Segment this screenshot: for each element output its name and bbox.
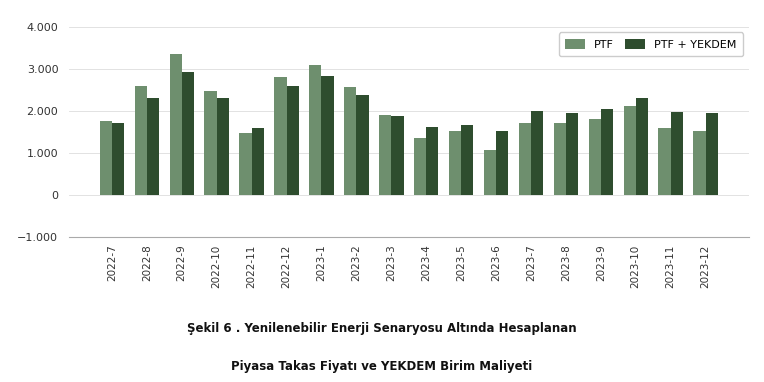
Bar <box>99 121 112 195</box>
Bar <box>182 72 194 195</box>
Bar <box>356 95 368 195</box>
Bar <box>496 131 508 195</box>
Legend: PTF, PTF + YEKDEM: PTF, PTF + YEKDEM <box>558 32 743 57</box>
Bar <box>274 77 286 195</box>
Text: Şekil 6 . Yenilenebilir Enerji Senaryosu Altında Hesaplanan: Şekil 6 . Yenilenebilir Enerji Senaryosu… <box>187 322 577 335</box>
Bar <box>309 65 322 195</box>
Bar <box>134 86 147 195</box>
Bar <box>566 113 578 195</box>
Bar <box>147 98 159 195</box>
Bar <box>205 91 217 195</box>
Bar <box>112 123 124 195</box>
Bar <box>659 128 671 195</box>
Bar <box>636 98 648 195</box>
Bar <box>554 123 566 195</box>
Bar <box>694 131 706 195</box>
Bar <box>239 133 251 195</box>
Bar <box>601 108 613 195</box>
Bar <box>588 119 601 195</box>
Bar <box>461 125 474 195</box>
Bar <box>170 54 182 195</box>
Bar <box>671 112 683 195</box>
Bar <box>322 76 334 195</box>
Bar <box>217 98 229 195</box>
Bar <box>391 116 403 195</box>
Bar <box>379 115 391 195</box>
Bar <box>449 131 461 195</box>
Bar <box>623 106 636 195</box>
Bar <box>519 123 531 195</box>
Bar <box>426 127 439 195</box>
Bar <box>706 113 718 195</box>
Bar <box>344 87 356 195</box>
Text: Piyasa Takas Fiyatı ve YEKDEM Birim Maliyeti: Piyasa Takas Fiyatı ve YEKDEM Birim Mali… <box>231 360 533 373</box>
Bar <box>251 128 264 195</box>
Bar <box>484 150 496 195</box>
Bar <box>531 111 543 195</box>
Bar <box>286 86 299 195</box>
Bar <box>414 138 426 195</box>
